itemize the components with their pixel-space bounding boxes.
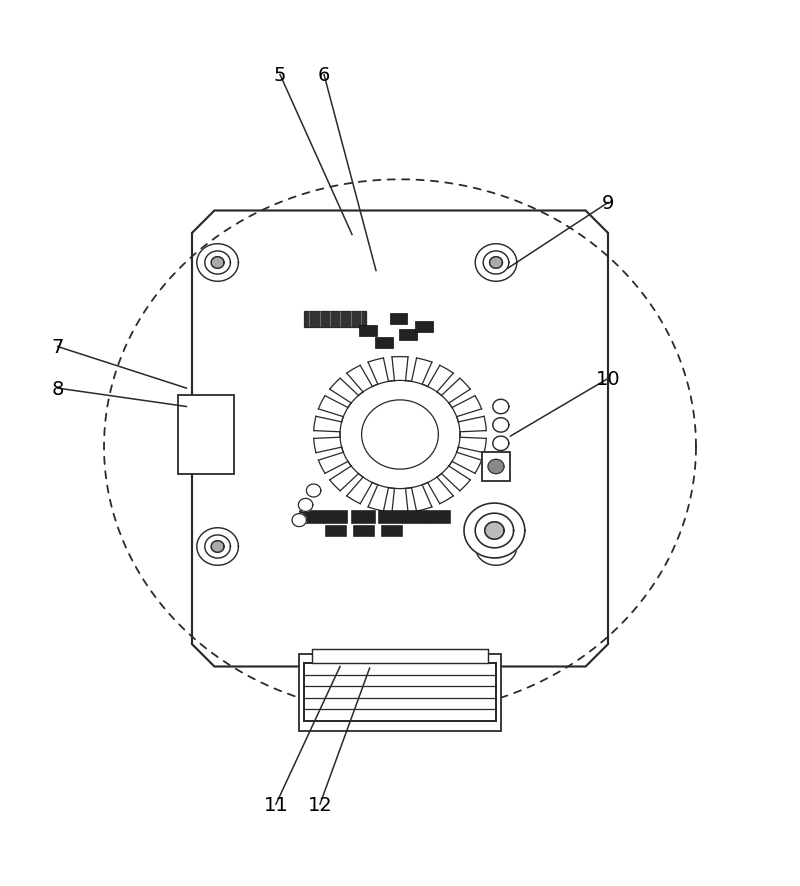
Bar [299,510,323,523]
Text: 8: 8 [51,379,64,398]
Polygon shape [298,499,313,512]
Text: 6: 6 [318,66,330,85]
Text: 10: 10 [596,369,620,389]
Polygon shape [205,535,230,558]
Bar [399,330,417,341]
Bar [304,311,366,327]
Polygon shape [488,460,504,474]
Polygon shape [493,418,509,432]
Text: 11: 11 [264,795,288,813]
Polygon shape [490,258,502,269]
Polygon shape [493,400,509,415]
Bar [381,525,402,537]
Bar [378,510,402,523]
Bar [390,314,407,325]
Polygon shape [205,252,230,275]
Polygon shape [192,211,608,667]
Polygon shape [475,245,517,282]
Text: 5: 5 [274,66,286,85]
Polygon shape [490,541,502,553]
Bar [299,654,501,731]
Polygon shape [475,514,514,548]
Text: 12: 12 [308,795,332,813]
Bar [375,338,393,349]
Bar [359,325,377,337]
Polygon shape [197,528,238,565]
Polygon shape [493,437,509,451]
Bar [351,510,375,523]
Polygon shape [292,514,306,527]
Polygon shape [211,258,224,269]
Bar [426,510,450,523]
Text: 7: 7 [51,338,64,356]
Polygon shape [485,522,504,540]
Bar [415,322,433,333]
Polygon shape [464,503,525,558]
Text: 9: 9 [602,194,614,213]
Polygon shape [197,245,238,282]
Polygon shape [483,535,509,558]
Bar [178,396,234,474]
Polygon shape [362,400,438,470]
Bar [304,664,496,721]
Polygon shape [475,528,517,565]
Bar [323,510,347,523]
Bar [353,525,374,537]
Bar [482,453,510,481]
Polygon shape [211,541,224,553]
Polygon shape [483,252,509,275]
Bar [312,649,488,664]
Bar [402,510,426,523]
Polygon shape [306,485,321,497]
Bar [325,525,346,537]
